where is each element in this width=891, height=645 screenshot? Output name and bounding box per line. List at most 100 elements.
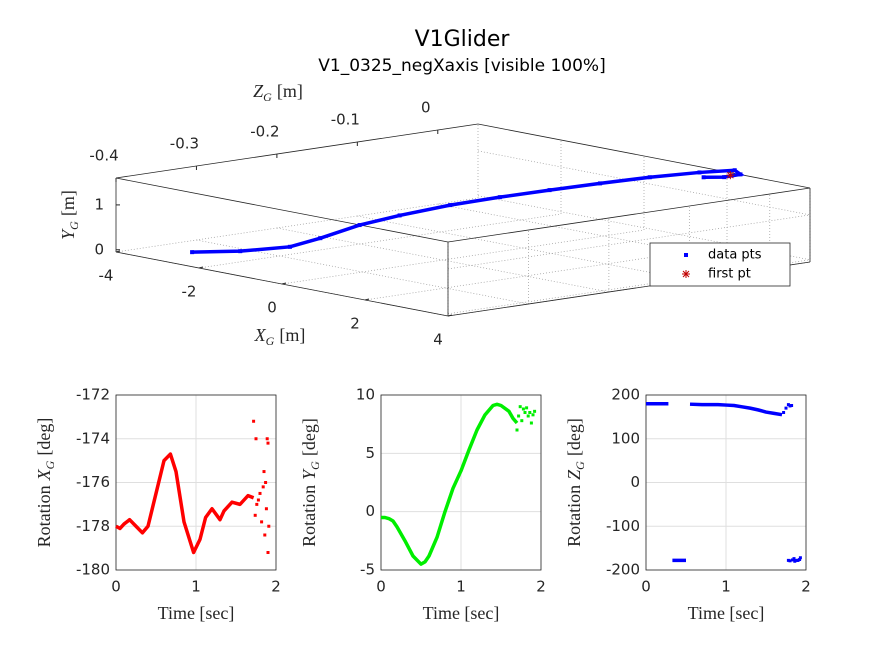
x-tick-label: 2 <box>350 315 360 333</box>
data-point <box>262 470 266 474</box>
data-point <box>520 419 524 423</box>
x-tick-label: 4 <box>433 331 443 349</box>
y-tick-label: -200 <box>606 561 640 579</box>
y-tick-label: -100 <box>606 517 640 535</box>
data-point <box>260 520 264 524</box>
data-line <box>381 402 519 566</box>
label-prefix: Rotation <box>564 485 584 547</box>
legend-marker <box>684 253 688 257</box>
data-point <box>266 441 270 445</box>
data-point <box>529 421 533 425</box>
data-point <box>701 175 706 180</box>
x-tick-label: 0 <box>111 578 121 596</box>
y-tick-label: -178 <box>76 517 110 535</box>
y-tick-label: -5 <box>360 561 375 579</box>
axis-label: ZG [m] <box>253 81 303 104</box>
label-unit: [m] <box>279 325 305 345</box>
asterisk-stroke <box>726 171 734 179</box>
data-point <box>397 213 402 218</box>
data-point <box>263 533 267 537</box>
x-tick <box>364 298 370 301</box>
data-point <box>697 170 702 175</box>
y-tick-label: 1 <box>94 195 104 213</box>
data-point <box>788 559 792 563</box>
x-tick-label: 0 <box>267 299 277 317</box>
data-point <box>253 513 257 517</box>
axis-label: Rotation XG [deg] <box>34 418 57 548</box>
x-tick-label: 2 <box>801 578 811 596</box>
y-tick-label: 0 <box>365 502 375 520</box>
data-point <box>267 524 271 528</box>
x-tick-label: -2 <box>182 283 197 301</box>
chart-subtitle: V1_0325_negXaxis [visible 100%] <box>318 56 605 76</box>
grid-line <box>281 229 645 285</box>
y-tick-label: -180 <box>76 561 110 579</box>
label-subscript: G <box>573 461 587 470</box>
label-subscript: G <box>308 461 322 470</box>
data-point <box>786 403 790 407</box>
axis-label: Rotation YG [deg] <box>299 418 322 547</box>
label-subscript: G <box>43 460 57 469</box>
label-symbol: Z <box>253 81 264 101</box>
axis-label: Rotation ZG [deg] <box>564 418 587 547</box>
x-tick-label: 0 <box>376 578 386 596</box>
label-unit: [deg] <box>564 418 584 456</box>
label-symbol: Y <box>299 468 319 480</box>
x-tick <box>281 282 287 285</box>
z-tick-label: -0.1 <box>331 111 360 129</box>
grid-line <box>447 259 811 315</box>
legend-box <box>649 242 791 287</box>
label-subscript: G <box>266 334 275 348</box>
data-point <box>515 428 519 432</box>
grid-line <box>364 245 728 301</box>
label-prefix: Rotation <box>34 485 54 547</box>
data-point <box>598 181 603 186</box>
data-point <box>528 411 532 414</box>
data-point <box>256 498 260 502</box>
x-tick <box>198 266 204 269</box>
data-line <box>115 452 255 555</box>
data-point <box>790 558 794 562</box>
axes-box <box>115 394 277 571</box>
data-point <box>793 559 797 563</box>
label-unit: [deg] <box>299 418 319 456</box>
x-axis-label: Time [sec] <box>688 603 765 623</box>
data-point <box>796 558 800 562</box>
box-edge <box>447 187 811 243</box>
x-axis-label: Time [sec] <box>423 603 500 623</box>
data-point <box>782 411 786 414</box>
data-point <box>526 414 530 418</box>
label-prefix: Rotation <box>299 485 319 547</box>
grid-line <box>115 197 479 253</box>
label-subscript: G <box>263 90 272 104</box>
data-point <box>531 413 535 417</box>
x-tick-label: 2 <box>271 578 281 596</box>
y-tick-label: -176 <box>76 473 110 491</box>
data-point <box>517 414 521 418</box>
data-point <box>318 236 323 241</box>
axis-label: YG [m] <box>58 190 81 240</box>
data-point <box>523 411 527 414</box>
data-point <box>794 558 798 562</box>
data-point <box>252 419 256 423</box>
data-point <box>497 195 502 200</box>
data-point <box>265 437 269 441</box>
axis-label: XG [m] <box>254 325 306 348</box>
data-point <box>255 502 259 506</box>
data-point <box>732 168 737 173</box>
data-point <box>788 404 792 408</box>
x-tick <box>115 250 121 253</box>
box-edge <box>115 123 479 179</box>
y-tick-label: -174 <box>76 429 110 447</box>
label-unit: [m] <box>277 81 303 101</box>
z-tick-label: -0.3 <box>170 135 199 153</box>
data-point <box>547 188 552 193</box>
data-point <box>287 244 292 249</box>
legend-label: first pt <box>708 267 751 282</box>
data-point <box>784 406 788 410</box>
data-point <box>254 437 258 441</box>
x-tick-label: -4 <box>99 267 114 285</box>
data-point <box>798 556 802 560</box>
trace-line <box>192 168 745 254</box>
